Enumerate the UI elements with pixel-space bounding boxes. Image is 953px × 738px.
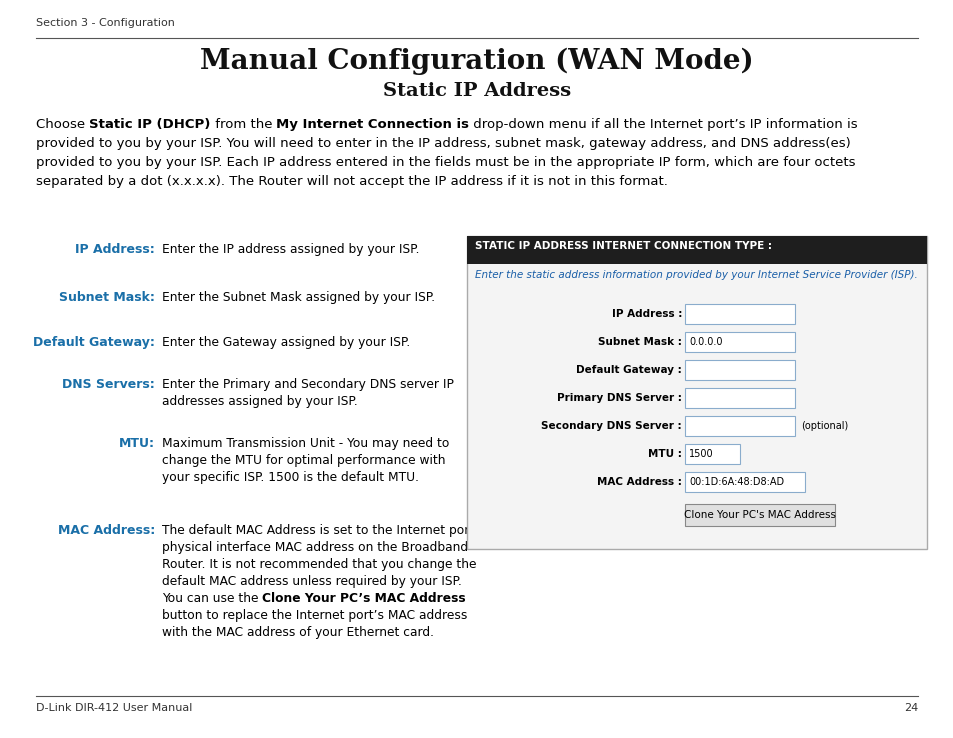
Text: Subnet Mask:: Subnet Mask: bbox=[59, 291, 154, 304]
Text: (optional): (optional) bbox=[801, 421, 847, 431]
Text: Enter the IP address assigned by your ISP.: Enter the IP address assigned by your IS… bbox=[162, 243, 419, 256]
Text: Primary DNS Server :: Primary DNS Server : bbox=[557, 393, 681, 403]
Text: IP Address :: IP Address : bbox=[611, 309, 681, 319]
Text: 00:1D:6A:48:D8:AD: 00:1D:6A:48:D8:AD bbox=[688, 477, 783, 487]
Bar bbox=[684, 360, 794, 380]
Text: addresses assigned by your ISP.: addresses assigned by your ISP. bbox=[162, 395, 357, 408]
Text: button to replace the Internet port’s MAC address: button to replace the Internet port’s MA… bbox=[162, 609, 467, 622]
Text: from the: from the bbox=[211, 118, 276, 131]
Text: Secondary DNS Server :: Secondary DNS Server : bbox=[540, 421, 681, 431]
Text: Enter the Subnet Mask assigned by your ISP.: Enter the Subnet Mask assigned by your I… bbox=[162, 291, 435, 304]
Text: change the MTU for optimal performance with: change the MTU for optimal performance w… bbox=[162, 454, 445, 467]
Text: Choose: Choose bbox=[36, 118, 90, 131]
Text: Clone Your PC's MAC Address: Clone Your PC's MAC Address bbox=[683, 510, 835, 520]
Text: Enter the Primary and Secondary DNS server IP: Enter the Primary and Secondary DNS serv… bbox=[162, 378, 454, 391]
Text: IP Address:: IP Address: bbox=[75, 243, 154, 256]
Text: D-Link DIR-412 User Manual: D-Link DIR-412 User Manual bbox=[36, 703, 193, 713]
Text: DNS Servers:: DNS Servers: bbox=[62, 378, 154, 391]
Text: 0.0.0.0: 0.0.0.0 bbox=[688, 337, 721, 347]
Text: MTU :: MTU : bbox=[647, 449, 681, 459]
Text: Default Gateway:: Default Gateway: bbox=[33, 336, 154, 349]
Text: your specific ISP. 1500 is the default MTU.: your specific ISP. 1500 is the default M… bbox=[162, 471, 418, 484]
Text: separated by a dot (x.x.x.x). The Router will not accept the IP address if it is: separated by a dot (x.x.x.x). The Router… bbox=[36, 175, 667, 188]
Text: You can use the: You can use the bbox=[162, 592, 262, 605]
Text: Router. It is not recommended that you change the: Router. It is not recommended that you c… bbox=[162, 558, 476, 571]
Text: Subnet Mask :: Subnet Mask : bbox=[598, 337, 681, 347]
Bar bbox=[467, 236, 926, 549]
Text: provided to you by your ISP. Each IP address entered in the fields must be in th: provided to you by your ISP. Each IP add… bbox=[36, 156, 855, 169]
Text: 24: 24 bbox=[902, 703, 917, 713]
Bar bbox=[467, 236, 926, 264]
Text: The default MAC Address is set to the Internet port’s: The default MAC Address is set to the In… bbox=[162, 524, 484, 537]
Text: Maximum Transmission Unit - You may need to: Maximum Transmission Unit - You may need… bbox=[162, 437, 449, 450]
Text: MAC Address:: MAC Address: bbox=[58, 524, 154, 537]
Text: 1500: 1500 bbox=[688, 449, 713, 459]
Text: STATIC IP ADDRESS INTERNET CONNECTION TYPE :: STATIC IP ADDRESS INTERNET CONNECTION TY… bbox=[475, 241, 771, 251]
Text: provided to you by your ISP. You will need to enter in the IP address, subnet ma: provided to you by your ISP. You will ne… bbox=[36, 137, 850, 150]
Text: My Internet Connection is: My Internet Connection is bbox=[276, 118, 469, 131]
Text: Clone Your PC’s MAC Address: Clone Your PC’s MAC Address bbox=[262, 592, 465, 605]
Bar bbox=[684, 444, 740, 464]
Bar bbox=[684, 416, 794, 436]
Text: Enter the Gateway assigned by your ISP.: Enter the Gateway assigned by your ISP. bbox=[162, 336, 410, 349]
Text: physical interface MAC address on the Broadband: physical interface MAC address on the Br… bbox=[162, 541, 468, 554]
Text: Manual Configuration (WAN Mode): Manual Configuration (WAN Mode) bbox=[200, 48, 753, 75]
Text: Section 3 - Configuration: Section 3 - Configuration bbox=[36, 18, 174, 28]
Text: MAC Address :: MAC Address : bbox=[597, 477, 681, 487]
Text: with the MAC address of your Ethernet card.: with the MAC address of your Ethernet ca… bbox=[162, 626, 434, 639]
Text: default MAC address unless required by your ISP.: default MAC address unless required by y… bbox=[162, 575, 461, 588]
Bar bbox=[684, 504, 834, 526]
Text: drop-down menu if all the Internet port’s IP information is: drop-down menu if all the Internet port’… bbox=[469, 118, 858, 131]
Text: Enter the static address information provided by your Internet Service Provider : Enter the static address information pro… bbox=[475, 270, 917, 280]
Text: MTU:: MTU: bbox=[119, 437, 154, 450]
Text: Static IP (DHCP): Static IP (DHCP) bbox=[90, 118, 211, 131]
Bar bbox=[684, 304, 794, 324]
Bar bbox=[684, 332, 794, 352]
Text: Static IP Address: Static IP Address bbox=[382, 82, 571, 100]
Bar bbox=[684, 472, 804, 492]
Text: Default Gateway :: Default Gateway : bbox=[576, 365, 681, 375]
Bar bbox=[684, 388, 794, 408]
